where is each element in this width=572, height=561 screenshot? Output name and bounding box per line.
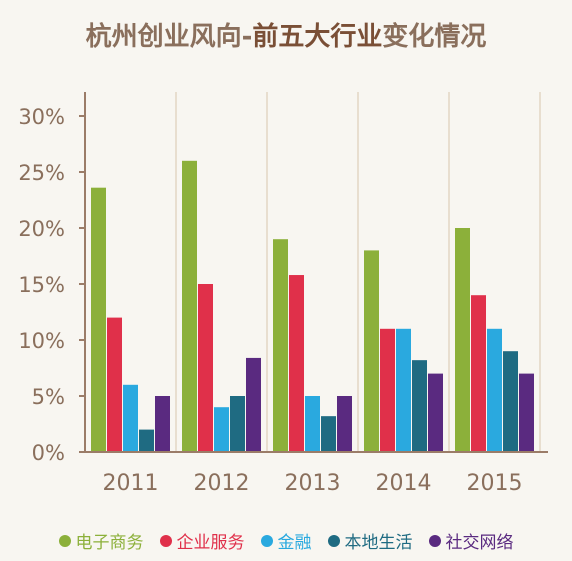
bar <box>364 250 379 452</box>
legend-label: 金融 <box>277 533 312 553</box>
x-tick-label: 2011 <box>103 471 159 496</box>
bar <box>289 275 304 452</box>
legend-item: 社交网络 <box>428 528 514 553</box>
y-tick-label: 25% <box>18 161 65 185</box>
x-tick-label: 2014 <box>376 471 432 496</box>
bar <box>337 396 352 452</box>
bar <box>198 284 213 452</box>
bar <box>214 407 229 452</box>
legend-marker <box>159 534 172 547</box>
legend-item: 本地生活 <box>327 528 413 553</box>
legend-label: 本地生活 <box>344 533 413 553</box>
x-tick-label: 2012 <box>194 471 250 496</box>
bar <box>471 295 486 452</box>
legend-label: 电子商务 <box>75 533 144 553</box>
legend-marker <box>58 534 71 547</box>
legend-label: 企业服务 <box>176 533 245 553</box>
bar <box>455 228 470 452</box>
y-tick-label: 20% <box>18 217 65 241</box>
y-tick-label: 5% <box>32 385 65 409</box>
chart-title-strong: 前五大行业 <box>252 22 383 52</box>
bar <box>412 360 427 452</box>
legend-item: 电子商务 <box>58 528 144 553</box>
legend-item: 企业服务 <box>159 528 245 553</box>
legend-label: 社交网络 <box>445 533 514 553</box>
bar <box>305 396 320 452</box>
x-tick-label: 2015 <box>467 471 523 496</box>
bar <box>139 429 154 452</box>
chart-title: 杭州创业风向-前五大行业变化情况 <box>0 16 572 53</box>
bar <box>380 328 395 452</box>
bar <box>155 396 170 452</box>
legend-marker <box>327 534 340 547</box>
legend-marker <box>428 534 441 547</box>
chart-title-part2: 变化情况 <box>382 22 487 52</box>
bar <box>487 328 502 452</box>
bar <box>273 239 288 452</box>
bar <box>123 384 138 452</box>
legend-item: 金融 <box>260 528 312 553</box>
legend-marker <box>260 534 273 547</box>
bar <box>321 416 336 452</box>
bar <box>230 396 245 452</box>
y-tick-label: 15% <box>18 273 65 297</box>
bar <box>182 160 197 453</box>
chart-title-part1: 杭州创业风向- <box>85 22 253 52</box>
bar <box>396 328 411 452</box>
y-tick-label: 10% <box>18 329 65 353</box>
bar <box>519 373 534 452</box>
legend: 电子商务 企业服务 金融 本地生活 社交网络 <box>0 528 572 553</box>
bar <box>428 373 443 452</box>
bar <box>246 357 261 452</box>
y-tick-label: 30% <box>18 105 65 129</box>
bar <box>107 317 122 452</box>
bar-chart: 0% 5% 10% 15% 20% 25% 30% 2011 2012 2013 2014 2015 <box>18 92 548 496</box>
x-tick-label: 2013 <box>285 471 341 496</box>
bar <box>91 187 106 452</box>
y-tick-label: 0% <box>32 441 65 465</box>
bar <box>503 351 518 452</box>
